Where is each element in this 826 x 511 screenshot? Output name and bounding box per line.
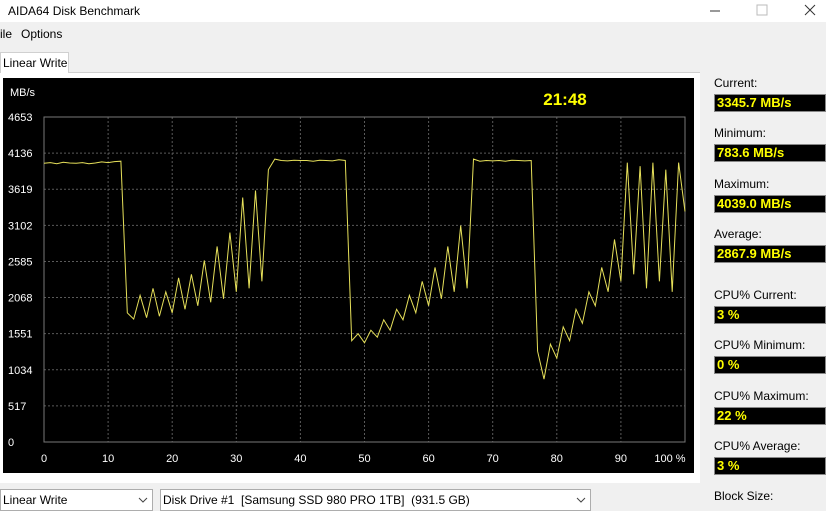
title-bar: AIDA64 Disk Benchmark [0,0,826,22]
window-title: AIDA64 Disk Benchmark [8,4,141,18]
x-tick-label: 10 [102,453,114,465]
stat-value: 4039.0 MB/s [714,195,826,213]
x-tick-label: 100 % [654,453,685,465]
dropdown-arrow [576,497,586,503]
y-axis-label: MB/s [10,87,36,99]
x-tick-label: 90 [615,453,627,465]
stat-label: Maximum: [714,177,770,191]
test-select[interactable]: Linear Write [0,489,153,511]
y-tick-label: 1034 [8,365,32,377]
clock: 21:48 [543,90,586,109]
x-tick-label: 0 [41,453,47,465]
menu-options[interactable]: Options [21,27,63,41]
stat-label: Average: [714,227,762,241]
x-tick-label: 30 [230,453,242,465]
y-tick-label: 517 [8,401,26,413]
menu-file[interactable]: ile [0,27,13,41]
close-button[interactable] [804,4,816,16]
x-tick-label: 60 [422,453,434,465]
window-controls [710,4,816,16]
stat-value: 3 % [714,457,826,475]
drive-select[interactable]: Disk Drive #1 [Samsung SSD 980 PRO 1TB] … [160,489,591,511]
x-tick-label: 50 [358,453,370,465]
stat-value: 783.6 MB/s [714,144,826,162]
stat-value: 2867.9 MB/s [714,245,826,263]
stat-label: CPU% Average: [714,439,801,453]
y-tick-label: 4653 [8,112,32,124]
y-tick-label: 2068 [8,293,32,305]
stat-label: CPU% Maximum: [714,389,809,403]
stat-label: Current: [714,76,758,90]
y-tick-label: 2585 [8,256,32,268]
y-tick-label: 1551 [8,329,32,341]
stat-value: 3 % [714,306,826,324]
x-tick-label: 70 [487,453,499,465]
x-tick-label: 20 [166,453,178,465]
stat-label: CPU% Current: [714,288,797,302]
test-select-value: Linear Write [3,493,68,507]
y-tick-label: 0 [8,437,14,449]
maximize-button[interactable] [756,4,768,16]
y-tick-label: 3619 [8,184,32,196]
x-tick-label: 80 [551,453,563,465]
y-tick-label: 3102 [8,220,32,232]
drive-select-value: Disk Drive #1 [Samsung SSD 980 PRO 1TB] … [163,493,470,507]
tab[interactable]: Linear Write [0,52,69,73]
stat-value: 0 % [714,356,826,374]
block-size-label: Block Size: [714,489,774,503]
chart-background [3,78,694,473]
x-tick-label: 40 [294,453,306,465]
data-line [43,158,686,380]
stat-value: 3345.7 MB/s [714,94,826,112]
plot-border [43,116,686,443]
stat-value: 22 % [714,407,826,425]
dropdown-arrow [138,497,148,503]
stat-label: Minimum: [714,126,767,140]
chart: MB/s 21:48 0 517 1034 1551 2068 2585 3102 3619 4… [3,78,694,473]
stat-label: CPU% Minimum: [714,338,806,352]
y-tick-label: 4136 [8,148,32,160]
